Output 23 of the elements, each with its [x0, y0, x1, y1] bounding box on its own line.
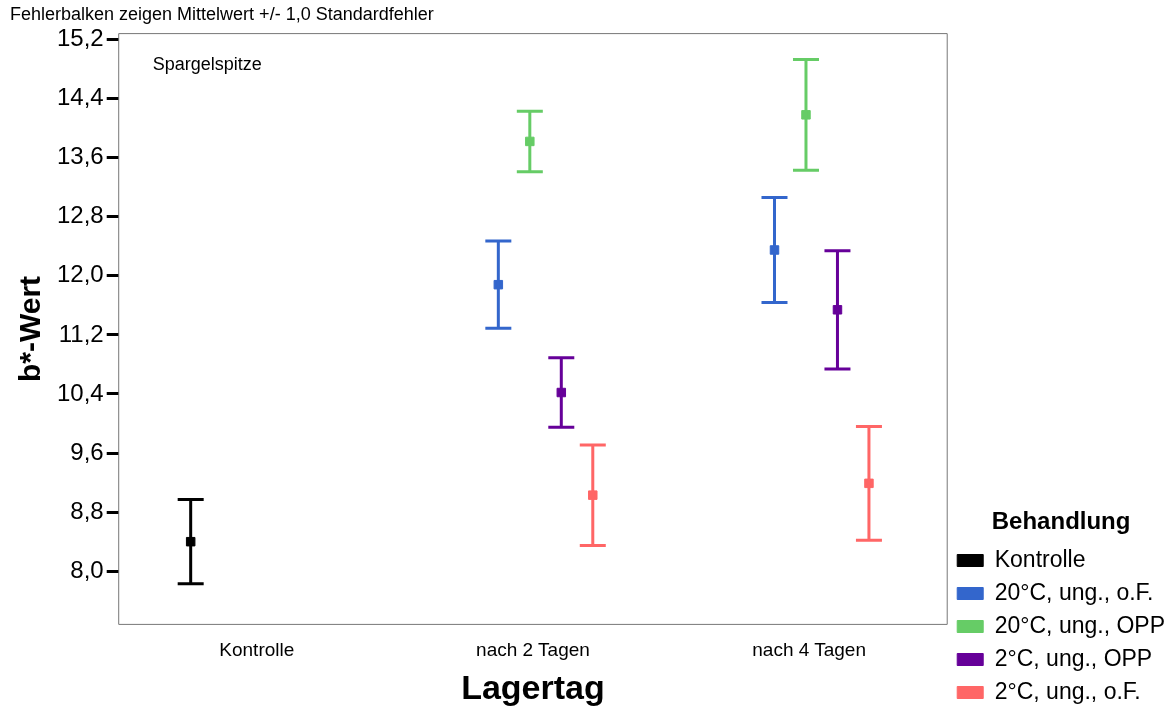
annotation: Spargelspitze	[152, 53, 262, 74]
y-tick-label: 9,6	[70, 437, 104, 465]
y-tick-label: 11,2	[58, 319, 104, 347]
x-axis-title: Lagertag	[461, 667, 605, 706]
x-tick-label: Kontrolle	[219, 639, 295, 661]
y-tick-label: 12,8	[56, 201, 104, 229]
legend-title: Behandlung	[991, 506, 1131, 534]
y-tick-label: 10,4	[56, 378, 104, 406]
chart-title: Fehlerbalken zeigen Mittelwert +/- 1,0 Standardfehler	[10, 3, 434, 24]
y-tick-label: 8,0	[70, 555, 104, 583]
x-tick-label: nach 2 Tagen	[476, 639, 590, 661]
legend-label: 20°C, ung., OPP	[994, 611, 1166, 638]
legend-label: 2°C, ung., o.F.	[994, 677, 1141, 704]
y-axis-title: b*-Wert	[13, 275, 47, 383]
y-tick-label: 12,0	[56, 260, 104, 288]
x-tick-label: nach 4 Tagen	[752, 639, 866, 661]
y-tick-label: 8,8	[70, 496, 104, 524]
legend-label: 2°C, ung., OPP	[994, 644, 1153, 671]
y-tick-label: 14,4	[56, 83, 104, 111]
legend-label: Kontrolle	[994, 545, 1086, 572]
y-tick-label: 13,6	[56, 142, 104, 170]
y-tick-label: 15,2	[56, 24, 104, 52]
legend-label: 20°C, ung., o.F.	[994, 578, 1154, 605]
